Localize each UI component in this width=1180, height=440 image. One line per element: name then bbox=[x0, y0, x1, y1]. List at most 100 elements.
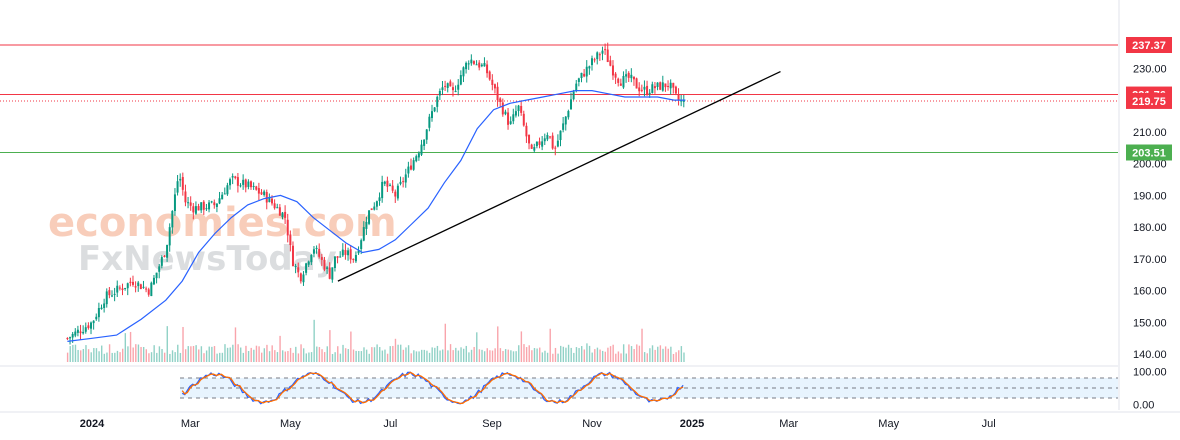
candle-body bbox=[276, 207, 279, 209]
volume-bar bbox=[413, 350, 415, 362]
price-tick-label: 230.00 bbox=[1133, 63, 1167, 75]
candle-body bbox=[457, 84, 460, 90]
candle-body bbox=[260, 192, 263, 195]
volume-bar bbox=[630, 346, 633, 362]
candle-body bbox=[604, 49, 607, 51]
candle-body bbox=[567, 111, 570, 118]
volume-bar bbox=[638, 345, 641, 362]
candle-body bbox=[451, 87, 454, 91]
volume-bar bbox=[284, 351, 287, 362]
volume-bar bbox=[106, 352, 108, 362]
candle-body bbox=[368, 210, 371, 224]
volume-bar bbox=[617, 351, 620, 362]
volume-bar bbox=[190, 346, 192, 362]
volume-bar bbox=[405, 347, 407, 362]
candle-body bbox=[354, 255, 357, 262]
candle-body bbox=[218, 198, 221, 204]
volume-bar bbox=[174, 352, 176, 362]
volume-bar bbox=[462, 348, 465, 362]
oscillator-tick-label: 100.00 bbox=[1133, 366, 1167, 378]
candle-body bbox=[648, 92, 651, 95]
candle-body bbox=[197, 206, 200, 211]
volume-bar bbox=[567, 344, 570, 362]
volume-bar bbox=[599, 349, 601, 362]
candle-body bbox=[543, 138, 546, 142]
volume-bar bbox=[321, 349, 323, 362]
level-badge bbox=[1126, 92, 1172, 109]
candle-body bbox=[302, 274, 305, 283]
volume-bar bbox=[114, 352, 116, 362]
volume-bar bbox=[74, 344, 77, 362]
candle-body bbox=[635, 78, 638, 89]
volume-bar bbox=[135, 344, 137, 362]
candle-body bbox=[166, 244, 169, 258]
candle-body bbox=[436, 96, 439, 107]
volume-bar bbox=[350, 331, 352, 362]
volume-bar bbox=[281, 350, 284, 362]
candle-body bbox=[71, 333, 74, 338]
volume-bar bbox=[360, 351, 363, 362]
candle-body bbox=[116, 285, 119, 293]
volume-bar bbox=[578, 348, 580, 362]
volume-bar bbox=[662, 348, 664, 362]
candle-body bbox=[430, 111, 433, 119]
candle-body bbox=[328, 267, 331, 279]
volume-bar bbox=[651, 345, 654, 362]
volume-bar bbox=[675, 352, 677, 362]
volume-bar bbox=[670, 346, 672, 362]
candle-body bbox=[347, 250, 350, 256]
candle-body bbox=[126, 283, 129, 289]
volume-bar bbox=[392, 345, 394, 362]
candle-body bbox=[541, 141, 544, 147]
candle-body bbox=[462, 67, 465, 77]
oscillator-tick-label: 0.00 bbox=[1133, 400, 1154, 412]
price-tick-label: 140.00 bbox=[1133, 349, 1167, 361]
trendline[interactable] bbox=[337, 70, 781, 282]
candle-body bbox=[491, 79, 494, 85]
level-badge-text: 203.51 bbox=[1132, 148, 1166, 160]
candle-body bbox=[493, 84, 496, 89]
volume-bar bbox=[305, 353, 307, 362]
volume-bar bbox=[439, 350, 441, 362]
candle-body bbox=[360, 240, 363, 250]
candle-body bbox=[546, 135, 549, 140]
volume-bar bbox=[148, 353, 150, 362]
time-tick-label: May bbox=[280, 418, 301, 430]
candle-body bbox=[590, 58, 593, 66]
volume-bar bbox=[198, 349, 200, 362]
price-tick-label: 150.00 bbox=[1133, 317, 1167, 329]
volume-bar bbox=[596, 347, 599, 362]
watermark: economies.com FxNewsToday bbox=[48, 200, 397, 279]
volume-bar bbox=[657, 346, 659, 362]
volume-bar bbox=[588, 345, 591, 362]
candle-body bbox=[79, 331, 82, 334]
volume-bar bbox=[229, 347, 231, 362]
candle-body bbox=[630, 74, 633, 79]
candle-body bbox=[528, 134, 531, 144]
candle-body bbox=[352, 258, 355, 260]
time-axis[interactable]: 2024 Mar May Jul Sep Nov 2025 Mar May Jul bbox=[80, 418, 996, 430]
candle-body bbox=[134, 286, 137, 288]
candle-body bbox=[609, 60, 612, 66]
volume-bar bbox=[580, 346, 583, 362]
volume-bar bbox=[607, 347, 609, 362]
volume-bar bbox=[287, 351, 289, 362]
candle-body bbox=[242, 179, 245, 185]
candle-body bbox=[118, 287, 121, 289]
time-tick-label: May bbox=[878, 418, 899, 430]
candle-body bbox=[606, 49, 609, 62]
volume-bar bbox=[649, 348, 651, 362]
candle-body bbox=[129, 281, 132, 284]
volume-bar bbox=[481, 349, 483, 362]
candle-body bbox=[412, 160, 415, 170]
time-tick-label: Jul bbox=[383, 418, 397, 430]
candle-body bbox=[145, 288, 148, 290]
volume-bar bbox=[410, 353, 412, 362]
candle-body bbox=[362, 227, 365, 241]
candle-body bbox=[399, 181, 402, 184]
level-badge-text: 237.37 bbox=[1132, 40, 1166, 52]
candlestick-series bbox=[66, 42, 685, 345]
candle-body bbox=[509, 121, 512, 124]
horizontal-levels bbox=[0, 44, 1118, 153]
